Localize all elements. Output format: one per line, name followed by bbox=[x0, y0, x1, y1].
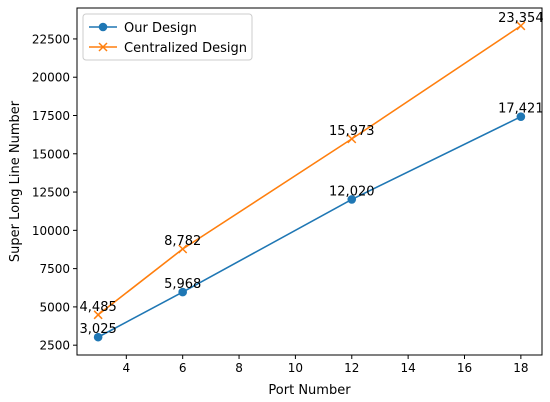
legend-item-centralized-design: Centralized Design bbox=[89, 41, 247, 56]
x-tick-label: 4 bbox=[122, 361, 130, 375]
data-point-centralized-design bbox=[516, 21, 526, 31]
y-tick-label: 12500 bbox=[32, 186, 70, 200]
data-point-centralized-design bbox=[93, 310, 103, 320]
x-axis-label: Port Number bbox=[268, 383, 351, 398]
series-layer bbox=[93, 21, 526, 342]
legend-label-centralized-design: Centralized Design bbox=[124, 41, 247, 56]
y-tick-label: 5000 bbox=[39, 300, 70, 314]
y-tick-label: 15000 bbox=[32, 147, 70, 161]
x-tick-label: 6 bbox=[179, 361, 187, 375]
x-tick-label: 10 bbox=[288, 361, 303, 375]
y-tick-label: 10000 bbox=[32, 224, 70, 238]
x-tick-label: 12 bbox=[344, 361, 359, 375]
legend-marker-our-design bbox=[98, 22, 108, 32]
y-tick-label: 22500 bbox=[32, 32, 70, 46]
legend-box bbox=[82, 13, 253, 61]
data-point-our-design bbox=[516, 112, 526, 122]
data-label-centralized-design: 15,973 bbox=[329, 124, 375, 139]
x-tick-label: 18 bbox=[513, 361, 528, 375]
x-axis-ticks: 4 6 8 10 12 14 16 18 bbox=[122, 355, 529, 375]
data-point-our-design bbox=[93, 332, 103, 342]
data-point-our-design bbox=[347, 195, 357, 204]
series-line-our-design bbox=[97, 115, 522, 338]
y-tick-label: 20000 bbox=[32, 71, 70, 85]
data-label-our-design: 12,020 bbox=[329, 184, 375, 199]
data-point-our-design bbox=[178, 287, 187, 297]
plot-frame bbox=[76, 7, 543, 356]
y-tick-label: 7500 bbox=[39, 262, 70, 276]
legend: Our Design Centralized Design bbox=[82, 13, 253, 61]
data-label-our-design: 3,025 bbox=[80, 322, 117, 337]
y-tick-label: 17500 bbox=[32, 109, 70, 123]
data-label-our-design: 5,968 bbox=[164, 277, 201, 292]
data-point-centralized-design bbox=[178, 244, 188, 254]
series-line-centralized-design bbox=[97, 25, 522, 316]
y-axis-ticks: 2500 5000 7500 10000 12500 15000 17500 20000 225… bbox=[32, 32, 77, 353]
legend-marker-centralized-design bbox=[98, 42, 108, 52]
data-label-centralized-design: 4,485 bbox=[80, 300, 117, 315]
x-tick-label: 16 bbox=[457, 361, 472, 375]
data-label-centralized-design: 8,782 bbox=[164, 234, 201, 249]
x-tick-label: 14 bbox=[400, 361, 415, 375]
legend-item-our-design: Our Design bbox=[89, 21, 197, 36]
data-labels: 3,025 5,968 12,020 17,421 4,485 8,782 15,973 23… bbox=[80, 11, 544, 337]
y-axis-label: Super Long Line Number bbox=[8, 100, 23, 262]
data-point-centralized-design bbox=[347, 134, 357, 144]
legend-label-our-design: Our Design bbox=[124, 21, 197, 36]
data-label-our-design: 17,421 bbox=[498, 102, 544, 117]
x-tick-label: 8 bbox=[235, 361, 243, 375]
y-tick-label: 2500 bbox=[39, 339, 70, 353]
data-label-centralized-design: 23,354 bbox=[498, 11, 544, 26]
